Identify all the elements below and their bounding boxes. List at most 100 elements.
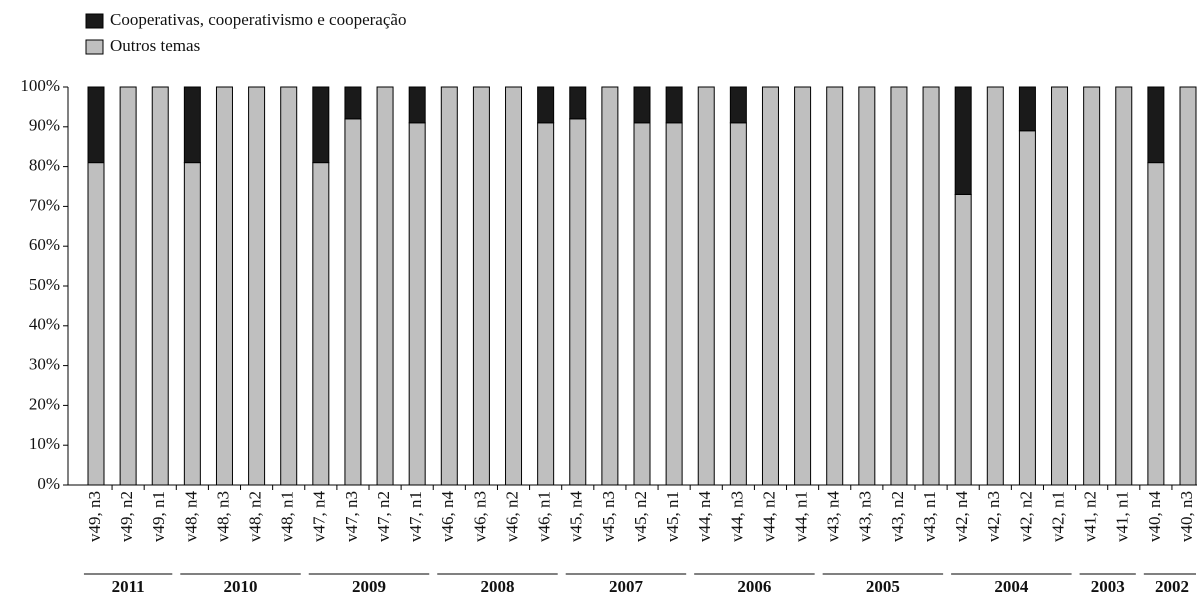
x-tick-label: v42, n4 xyxy=(952,491,971,543)
group-label: 2004 xyxy=(994,577,1029,596)
y-tick-label: 90% xyxy=(29,116,60,135)
bar-segment xyxy=(697,86,715,486)
bar-segment xyxy=(119,86,137,486)
x-tick-label: v41, n2 xyxy=(1081,491,1100,542)
x-tick-label: v42, n3 xyxy=(984,491,1003,542)
legend-label: Outros temas xyxy=(110,36,200,55)
x-tick-label: v46, n1 xyxy=(535,491,554,542)
bar-segment xyxy=(312,162,330,486)
bar-segment xyxy=(986,86,1004,486)
x-tick-label: v43, n4 xyxy=(824,491,843,543)
bar-segment xyxy=(537,86,555,124)
bar-segment xyxy=(440,86,458,486)
bar-segment xyxy=(633,122,651,486)
y-tick-label: 30% xyxy=(29,355,60,374)
y-tick-label: 20% xyxy=(29,394,60,413)
bar-segment xyxy=(826,86,844,486)
bar-segment xyxy=(954,86,972,195)
bar-segment xyxy=(569,118,587,486)
bar-segment xyxy=(1115,86,1133,486)
y-tick-label: 80% xyxy=(29,156,60,175)
x-tick-label: v48, n1 xyxy=(278,491,297,542)
legend-label: Cooperativas, cooperativismo e cooperaçã… xyxy=(110,10,406,29)
bar-segment xyxy=(1179,86,1197,486)
bar-segment xyxy=(408,86,426,124)
bar-segment xyxy=(215,86,233,486)
y-tick-label: 60% xyxy=(29,235,60,254)
x-tick-label: v48, n3 xyxy=(213,491,232,542)
bar-segment xyxy=(794,86,812,486)
bar-segment xyxy=(87,86,105,164)
legend-swatch xyxy=(85,13,104,29)
x-tick-label: v45, n4 xyxy=(567,491,586,543)
bar-segment xyxy=(408,122,426,486)
x-tick-label: v45, n2 xyxy=(631,491,650,542)
x-tick-label: v49, n2 xyxy=(117,491,136,542)
group-label: 2005 xyxy=(866,577,900,596)
bar-segment xyxy=(954,193,972,486)
bar-segment xyxy=(601,86,619,486)
group-label: 2003 xyxy=(1091,577,1125,596)
bar-segment xyxy=(1083,86,1101,486)
x-tick-label: v45, n3 xyxy=(599,491,618,542)
y-tick-label: 100% xyxy=(20,76,60,95)
x-tick-label: v40, n3 xyxy=(1177,491,1196,542)
x-tick-label: v44, n3 xyxy=(727,491,746,542)
bar-segment xyxy=(280,86,298,486)
group-label: 2011 xyxy=(112,577,145,596)
bar-segment xyxy=(761,86,779,486)
bar-segment xyxy=(665,86,683,124)
group-label: 2006 xyxy=(737,577,771,596)
x-tick-label: v40, n4 xyxy=(1145,491,1164,543)
x-tick-label: v43, n2 xyxy=(888,491,907,542)
x-tick-label: v46, n4 xyxy=(438,491,457,543)
x-tick-label: v42, n1 xyxy=(1048,491,1067,542)
bar-segment xyxy=(1018,130,1036,486)
x-tick-label: v43, n3 xyxy=(856,491,875,542)
bar-segment xyxy=(183,86,201,164)
bar-segment xyxy=(344,118,362,486)
x-tick-label: v49, n1 xyxy=(149,491,168,542)
bar-segment xyxy=(472,86,490,486)
group-label: 2002 xyxy=(1155,577,1189,596)
y-tick-label: 50% xyxy=(29,275,60,294)
bar-segment xyxy=(248,86,266,486)
x-tick-label: v46, n3 xyxy=(470,491,489,542)
bar-segment xyxy=(312,86,330,164)
x-tick-label: v42, n2 xyxy=(1016,491,1035,542)
x-tick-label: v44, n4 xyxy=(695,491,714,543)
x-tick-label: v45, n1 xyxy=(663,491,682,542)
bar-segment xyxy=(537,122,555,486)
bar-segment xyxy=(87,162,105,486)
bar-segment xyxy=(890,86,908,486)
legend-swatch xyxy=(85,39,104,55)
bar-segment xyxy=(729,122,747,486)
y-tick-label: 0% xyxy=(37,474,60,493)
bar-segment xyxy=(1051,86,1069,486)
bar-segment xyxy=(858,86,876,486)
x-tick-label: v48, n4 xyxy=(181,491,200,543)
group-label: 2009 xyxy=(352,577,386,596)
x-tick-label: v43, n1 xyxy=(920,491,939,542)
bar-segment xyxy=(569,86,587,120)
x-tick-label: v47, n1 xyxy=(406,491,425,542)
bar-segment xyxy=(376,86,394,486)
x-tick-label: v49, n3 xyxy=(85,491,104,542)
y-tick-label: 10% xyxy=(29,434,60,453)
bar-segment xyxy=(1147,162,1165,486)
bar-segment xyxy=(505,86,523,486)
x-tick-label: v47, n2 xyxy=(374,491,393,542)
group-label: 2007 xyxy=(609,577,644,596)
x-tick-label: v44, n2 xyxy=(759,491,778,542)
x-tick-label: v47, n3 xyxy=(342,491,361,542)
y-tick-label: 40% xyxy=(29,315,60,334)
x-tick-label: v46, n2 xyxy=(502,491,521,542)
x-tick-label: v48, n2 xyxy=(245,491,264,542)
y-tick-label: 70% xyxy=(29,195,60,214)
x-tick-label: v44, n1 xyxy=(791,491,810,542)
group-label: 2010 xyxy=(224,577,258,596)
bar-segment xyxy=(1147,86,1165,164)
bar-segment xyxy=(922,86,940,486)
bar-segment xyxy=(344,86,362,120)
